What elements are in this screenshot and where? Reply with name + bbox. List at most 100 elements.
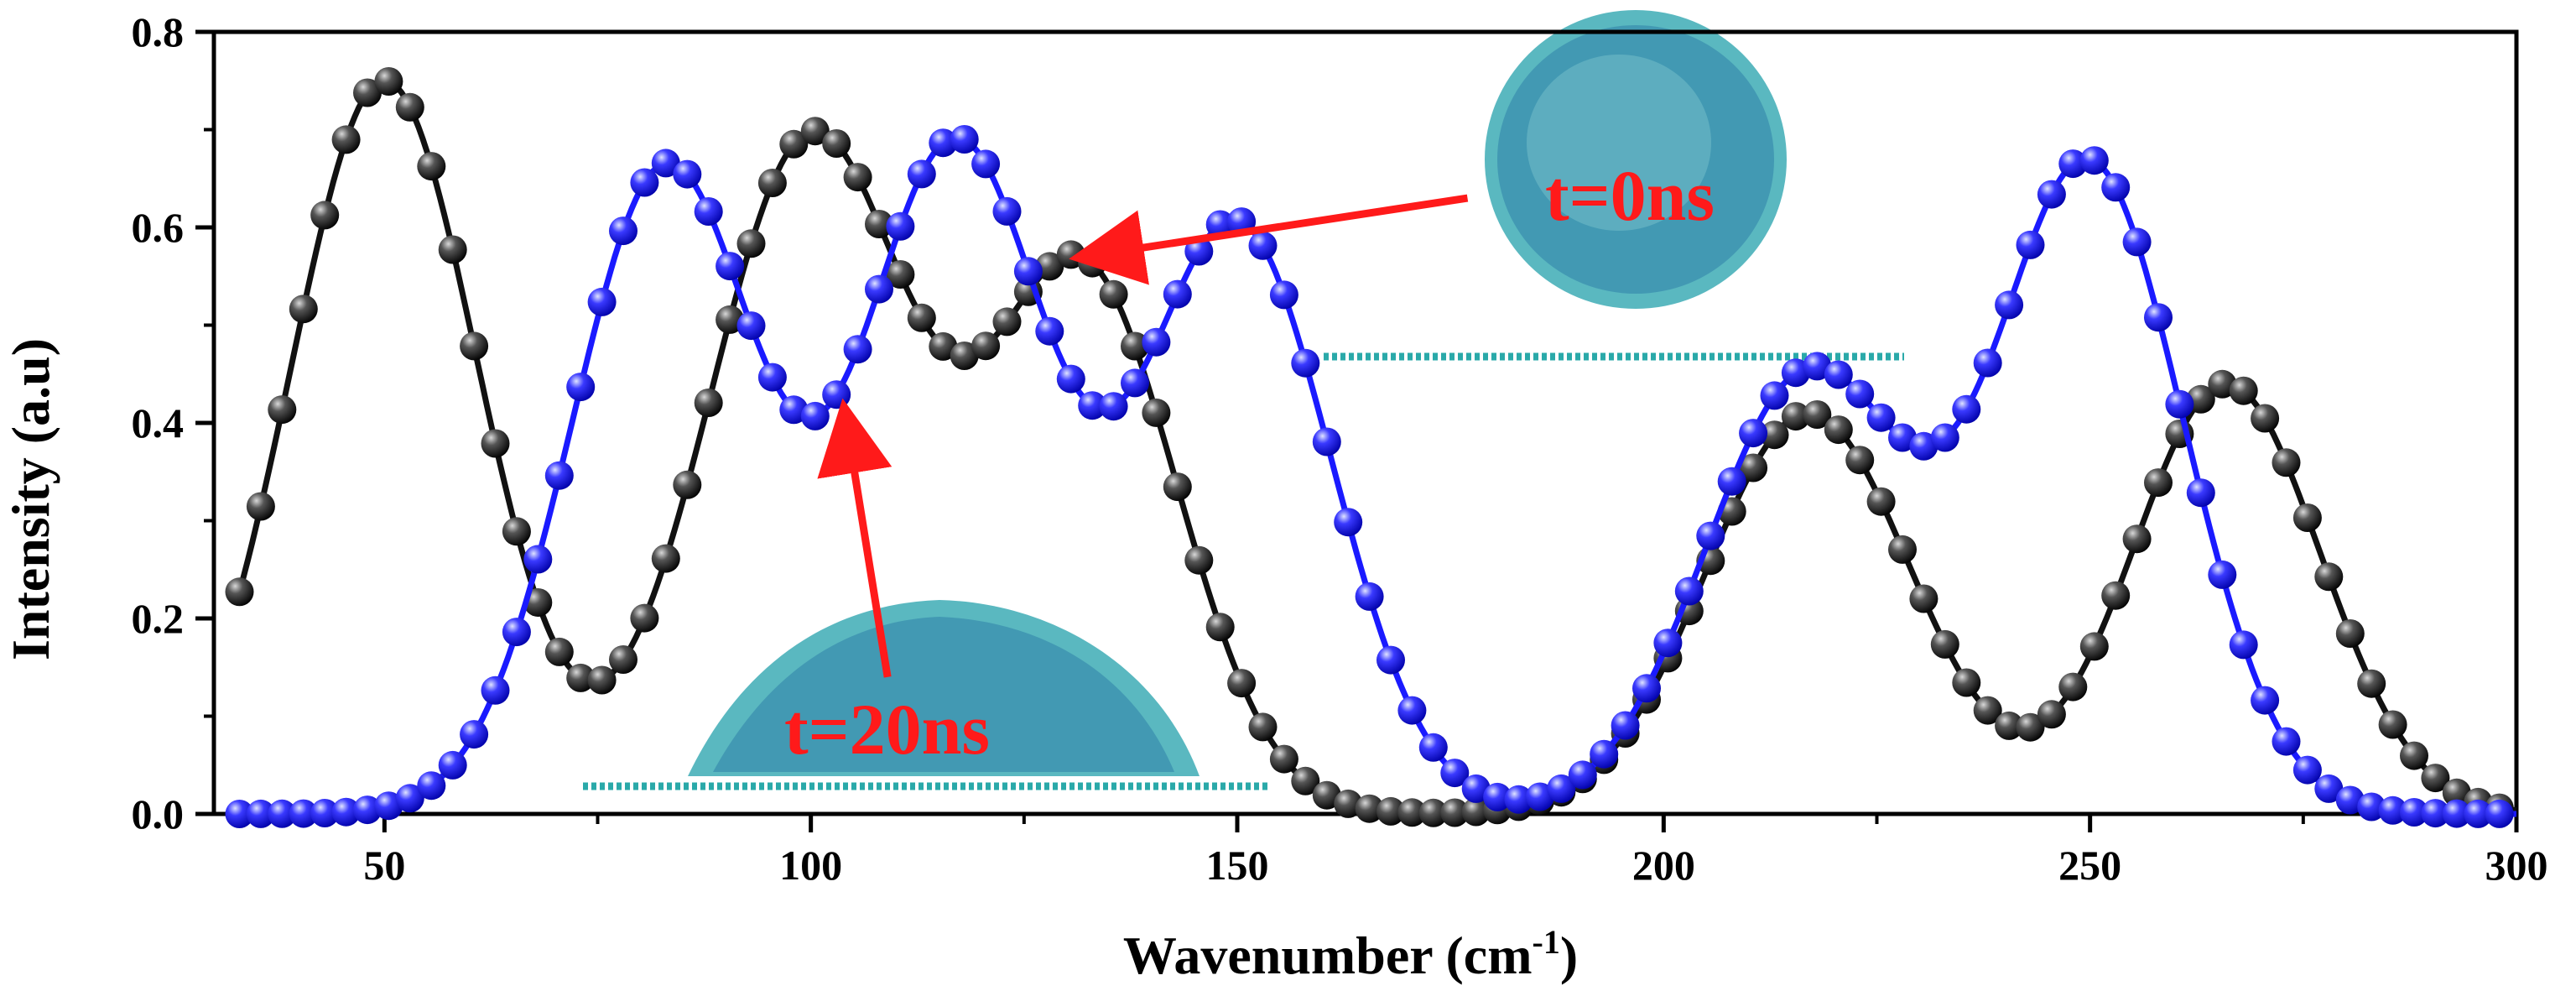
data-point: [1739, 419, 1768, 448]
annotation-arrow: [1069, 194, 1469, 285]
data-point: [1142, 327, 1171, 357]
data-point: [1248, 231, 1278, 260]
data-point: [971, 331, 1001, 361]
data-point: [2186, 478, 2215, 508]
data-point: [2165, 389, 2194, 419]
data-point: [1334, 508, 1363, 537]
data-point: [1995, 290, 2024, 320]
data-point: [1269, 744, 1298, 774]
data-point: [843, 163, 872, 192]
data-point: [353, 78, 382, 107]
data-point: [1632, 674, 1661, 703]
data-point: [1291, 766, 1320, 795]
data-point: [757, 169, 787, 197]
data-point: [694, 197, 723, 226]
data-point: [1269, 280, 1298, 310]
data-point: [673, 470, 702, 499]
data-point: [843, 335, 872, 364]
y-tick-label: 0.2: [132, 595, 185, 642]
data-point: [1781, 402, 1810, 431]
series-layer: [225, 67, 2517, 828]
data-point: [1142, 398, 1171, 427]
data-point: [1866, 487, 1896, 516]
data-point: [1248, 712, 1278, 742]
data-point: [523, 545, 553, 574]
data-point: [1355, 582, 1384, 611]
data-point: [886, 211, 915, 241]
data-point: [417, 771, 446, 801]
data-point: [2122, 227, 2152, 257]
data-point: [2229, 376, 2258, 405]
y-tick-label: 0.8: [132, 8, 185, 55]
data-point: [1568, 760, 1597, 790]
annotations-layer: t=0ns t=20ns: [784, 155, 1715, 769]
data-point: [2101, 173, 2131, 202]
data-point: [1590, 739, 1619, 769]
data-point: [736, 311, 766, 341]
data-point: [822, 129, 851, 158]
data-point: [736, 229, 766, 258]
x-tick-label: 150: [1206, 842, 1269, 889]
data-point: [2079, 632, 2109, 661]
data-point: [2442, 799, 2471, 828]
data-point: [2314, 562, 2344, 592]
y-tick-label: 0.6: [132, 204, 185, 251]
data-point: [971, 149, 1001, 179]
data-point: [2058, 149, 2088, 179]
data-point: [2251, 404, 2280, 433]
data-point: [331, 797, 361, 827]
data-point: [2400, 798, 2428, 827]
data-point: [1888, 535, 1917, 564]
y-tick-label: 0.0: [132, 790, 185, 837]
data-point: [1973, 696, 2002, 725]
data-point: [2335, 619, 2365, 648]
data-point: [1930, 423, 1959, 452]
data-point: [673, 159, 702, 189]
data-point: [2357, 792, 2386, 821]
data-point: [1013, 257, 1043, 286]
x-tick-label: 50: [363, 842, 405, 889]
data-point: [907, 303, 936, 332]
data-point: [1803, 400, 1832, 429]
data-point: [1760, 420, 1789, 450]
data-point: [225, 577, 254, 607]
data-point: [481, 429, 510, 458]
data-point: [800, 117, 830, 146]
data-point: [438, 235, 467, 264]
data-point: [1930, 629, 1959, 659]
data-point: [2016, 712, 2045, 742]
x-axis-title: Wavenumber (cm-1): [1123, 923, 1578, 985]
snapshot-t20-image: [583, 600, 1268, 790]
data-point: [2378, 795, 2407, 825]
data-point: [1440, 798, 1470, 827]
data-point: [1312, 427, 1341, 456]
data-point: [481, 675, 510, 705]
data-point: [2122, 524, 2152, 554]
x-axis-title-main: Wavenumber (cm: [1123, 926, 1533, 985]
data-point: [2292, 755, 2322, 785]
data-point: [2464, 799, 2493, 828]
data-point: [2208, 560, 2237, 589]
data-point: [1376, 645, 1405, 675]
data-point: [395, 92, 424, 122]
data-point: [1334, 789, 1363, 818]
axes: 50 100 150 200 250 300 0.0 0.2 0.4 0.6 0.8: [132, 8, 2548, 889]
data-point: [417, 152, 446, 181]
data-point: [2442, 778, 2471, 807]
data-point: [2421, 764, 2450, 793]
data-point: [2037, 180, 2066, 209]
x-tick-label: 250: [2058, 842, 2121, 889]
data-point: [1376, 796, 1405, 826]
data-point: [587, 665, 617, 695]
data-point: [1035, 252, 1064, 281]
data-point: [502, 517, 531, 546]
data-point: [268, 799, 297, 828]
data-point: [2272, 448, 2301, 477]
data-point: [2378, 710, 2407, 739]
data-point: [1355, 794, 1384, 823]
data-point: [1078, 391, 1107, 420]
data-point: [460, 331, 489, 361]
data-point: [1163, 472, 1192, 502]
data-point: [1739, 453, 1768, 482]
